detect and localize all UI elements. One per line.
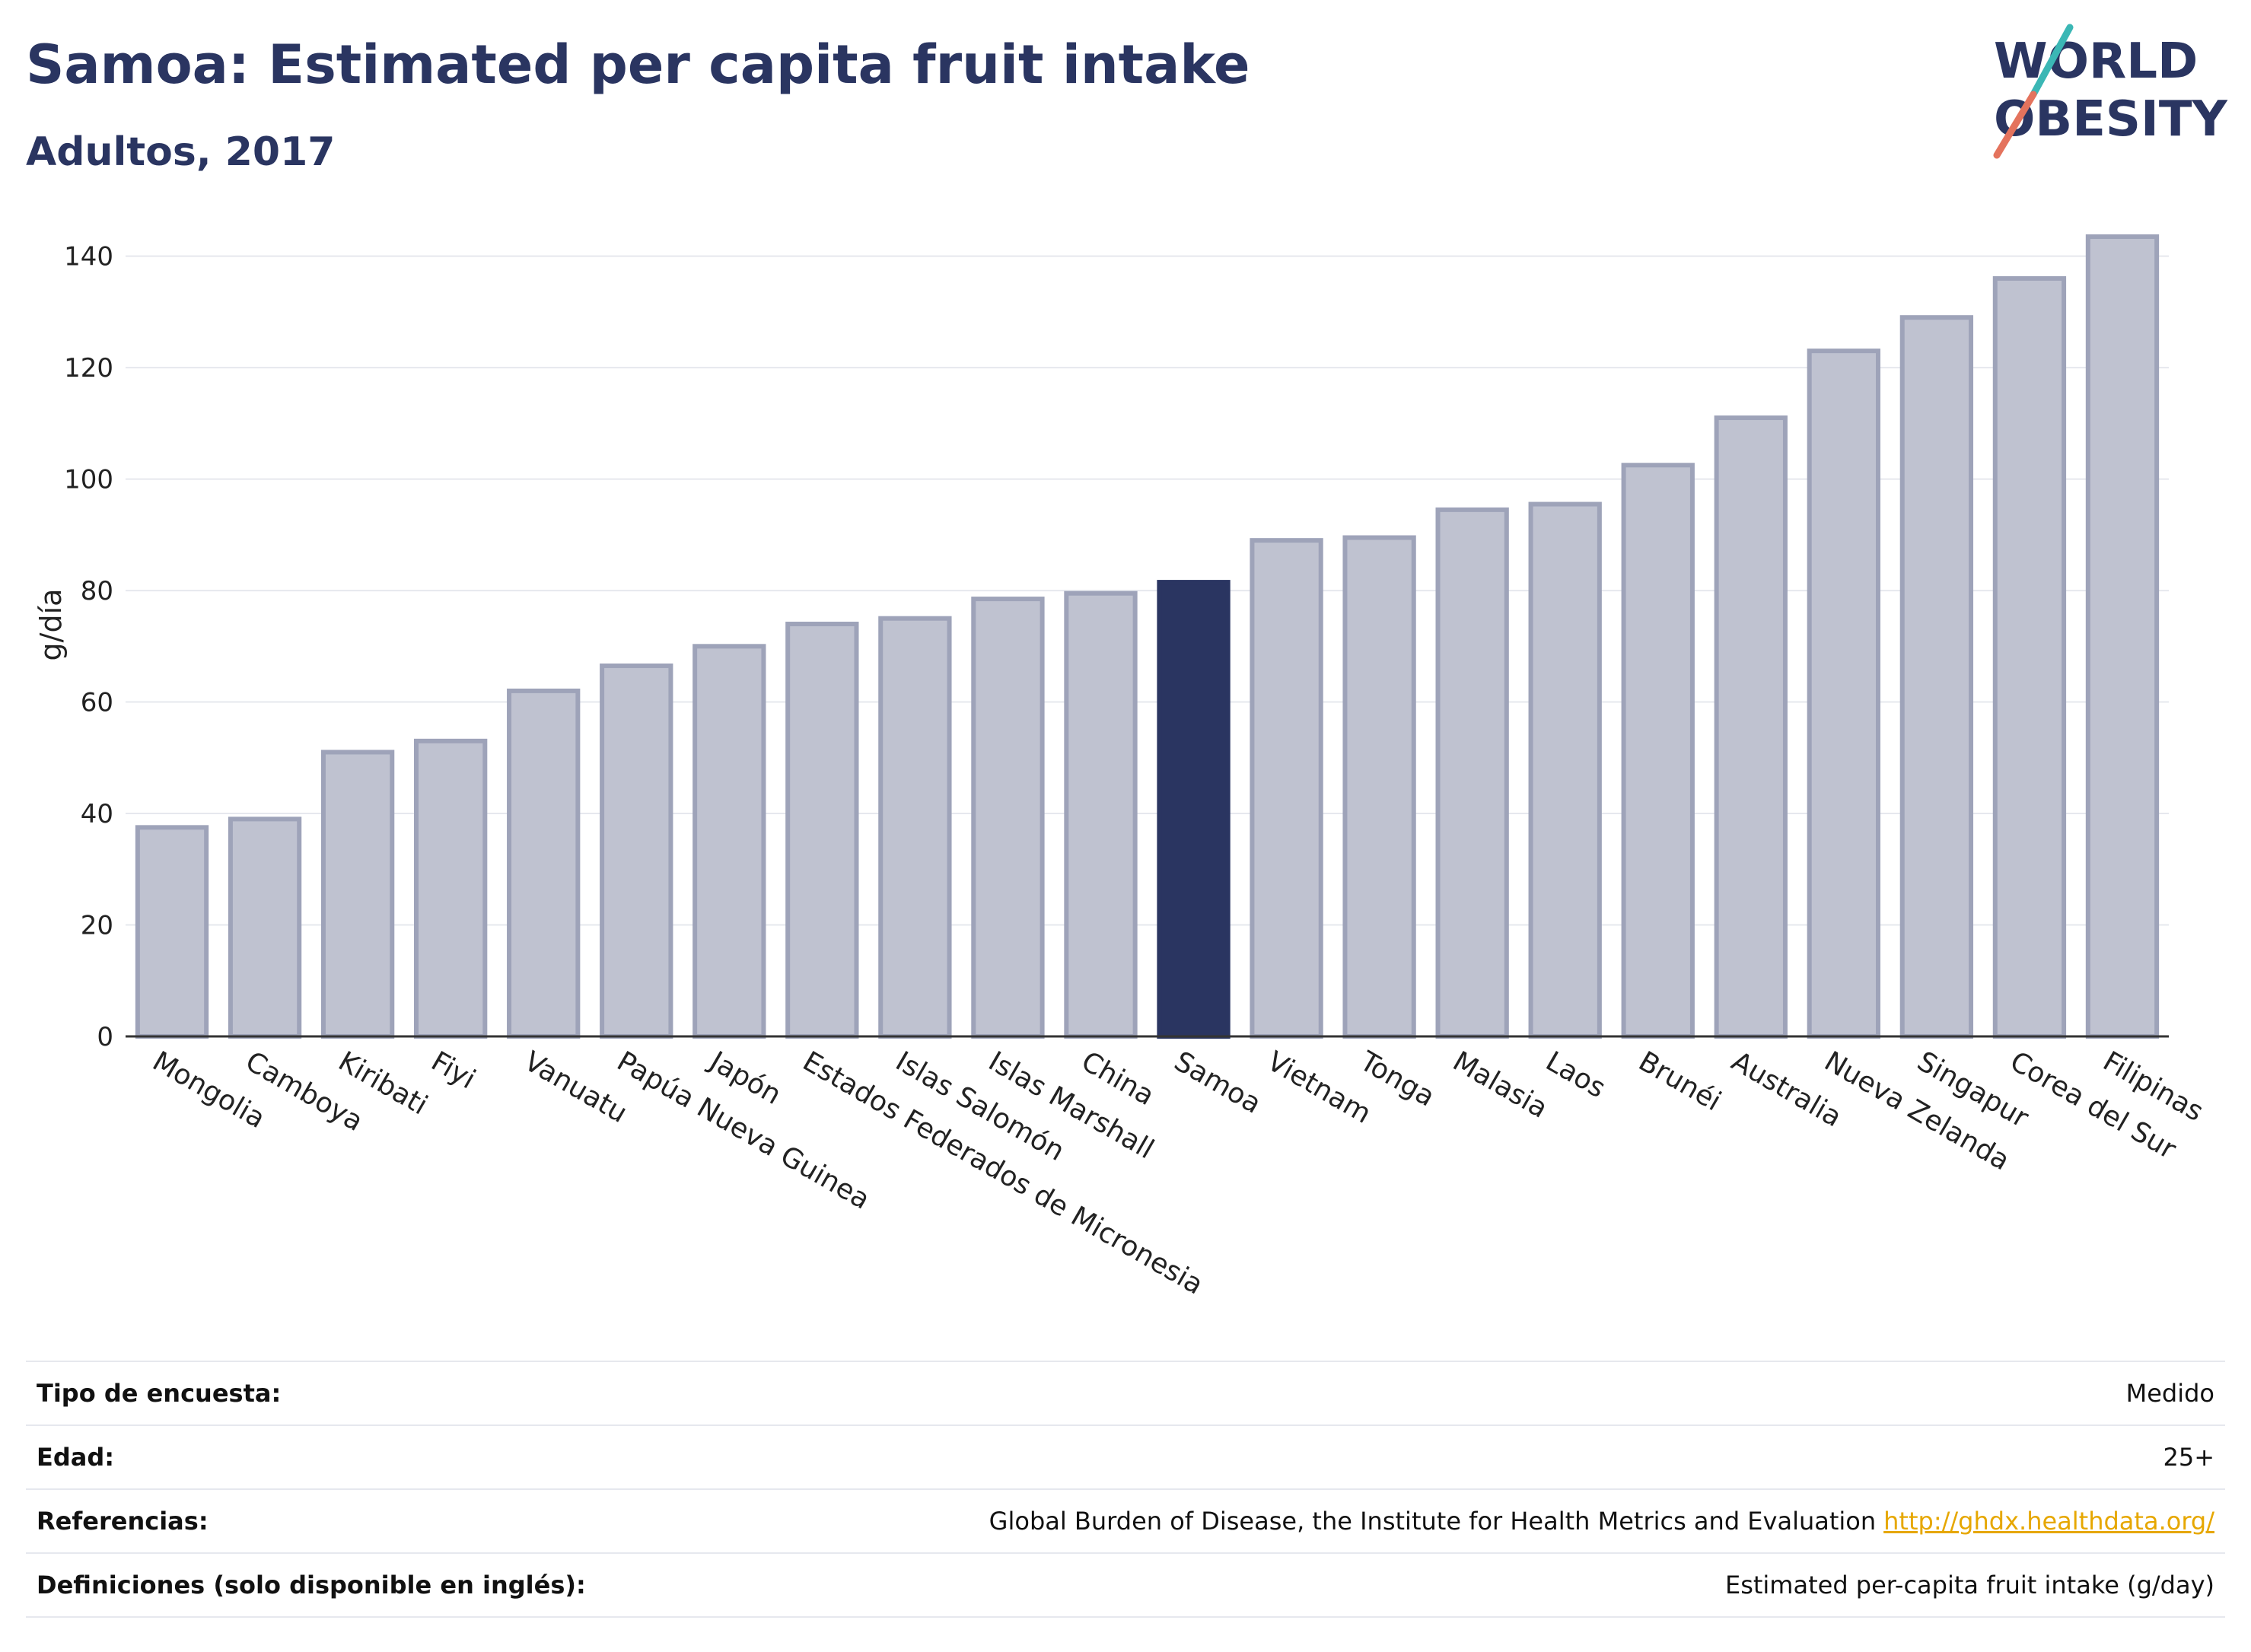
bar-corea-del-sur (1992, 275, 2067, 1039)
bar-islas-salomón (878, 616, 952, 1039)
x-tick-label: Vietnam (1262, 1046, 1376, 1130)
reference-link[interactable]: http://ghdx.healthdata.org/ (1883, 1507, 2214, 1536)
y-tick-label: 140 (64, 242, 113, 272)
y-tick-label: 20 (81, 911, 113, 941)
bar-kiribati (320, 750, 395, 1039)
x-tick-label: Vanuatu (519, 1046, 632, 1129)
info-value: 25+ (2163, 1443, 2214, 1472)
bar-singapur (1899, 315, 1974, 1039)
logo-line1: WORLD (1994, 33, 2198, 90)
bar-samoa (1157, 580, 1231, 1039)
info-row-definitions: Definiciones (solo disponible en inglés)… (26, 1552, 2225, 1618)
bar-papúa-nueva-guinea (600, 663, 673, 1039)
bar-vanuatu (507, 688, 581, 1039)
info-value: Estimated per-capita fruit intake (g/day… (1724, 1571, 2214, 1599)
info-key: Definiciones (solo disponible en inglés)… (37, 1571, 586, 1599)
x-tick-label: Malasia (1447, 1046, 1552, 1125)
bars (135, 234, 2160, 1039)
chart-title: Samoa: Estimated per capita fruit intake (26, 33, 1250, 96)
info-value: Global Burden of Disease, the Institute … (989, 1507, 1877, 1536)
info-table: Tipo de encuesta: Medido Edad: 25+ Refer… (26, 1361, 2225, 1618)
bar-china (1064, 590, 1138, 1039)
y-tick-label: 60 (81, 688, 113, 718)
y-tick-label: 100 (64, 465, 113, 495)
bar-laos (1528, 501, 1602, 1039)
info-key: Referencias: (37, 1507, 209, 1536)
x-tick-label: Samoa (1169, 1046, 1266, 1120)
bar-malasia (1435, 507, 1509, 1039)
y-tick-label: 120 (64, 353, 113, 384)
info-row-survey: Tipo de encuesta: Medido (26, 1361, 2225, 1424)
bar-australia (1714, 415, 1788, 1039)
x-tick-label: Laos (1540, 1046, 1610, 1104)
bar-vietnam (1250, 538, 1323, 1039)
bar-camboya (228, 816, 302, 1039)
chart-subtitle: Adultos, 2017 (26, 129, 336, 175)
world-obesity-logo: WORLD OBESITY (1993, 24, 2227, 159)
bar-brunéi (1621, 463, 1695, 1039)
bar-mongolia (135, 825, 209, 1039)
bar-japón (692, 644, 766, 1039)
y-tick-label: 0 (97, 1022, 113, 1052)
x-tick-label: Brunéi (1633, 1046, 1726, 1117)
bar-nueva-zelanda (1807, 349, 1880, 1039)
info-value: Medido (2125, 1379, 2214, 1408)
info-row-age: Edad: 25+ (26, 1424, 2225, 1488)
bar-tonga (1342, 535, 1416, 1039)
bar-estados-federados-de-micronesia (785, 622, 859, 1039)
y-tick-label: 40 (81, 799, 113, 829)
x-tick-label: Fiyi (426, 1046, 481, 1095)
info-key: Tipo de encuesta: (37, 1379, 282, 1408)
bar-islas-marshall (971, 597, 1045, 1039)
y-tick-label: 80 (81, 576, 113, 606)
logo-slash-top (2030, 24, 2074, 98)
info-key: Edad: (37, 1443, 115, 1472)
y-axis-ticks: 0 20 40 60 80 100 120 140 (64, 242, 113, 1052)
bar-fiyi (414, 738, 488, 1039)
y-axis-title: g/día (34, 589, 68, 661)
logo-slash-bottom (1993, 91, 2037, 159)
info-row-references: Referencias: Global Burden of Disease, t… (26, 1488, 2225, 1552)
bar-filipinas (2085, 234, 2160, 1039)
